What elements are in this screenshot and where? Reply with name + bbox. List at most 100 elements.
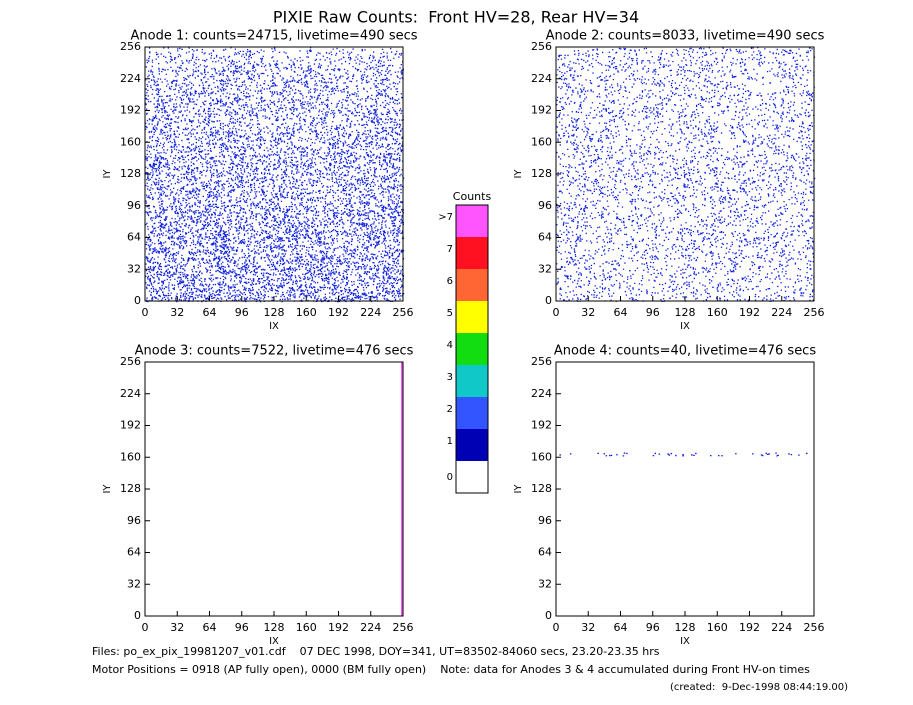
y-tick-label: 64 [538, 546, 552, 559]
y-tick-label: 192 [120, 419, 141, 432]
colorbar-title: Counts [453, 190, 492, 203]
colorbar-label: 2 [447, 404, 453, 415]
x-tick-label: 0 [553, 621, 560, 634]
x-tick-label: 160 [296, 621, 317, 634]
x-tick-label: 0 [142, 621, 149, 634]
colorbar-swatch [456, 301, 488, 333]
x-tick-label: 224 [771, 621, 792, 634]
count-texture [401, 362, 403, 616]
panel-title: Anode 3: counts=7522, livetime=476 secs [135, 344, 414, 359]
colorbar-swatch [456, 429, 488, 461]
x-axis-label: IX [269, 321, 279, 332]
colorbar-swatch [456, 397, 488, 429]
y-tick-label: 96 [127, 514, 141, 527]
y-axis-label: IY [102, 484, 113, 494]
x-tick-label: 224 [360, 621, 381, 634]
x-tick-label: 192 [739, 306, 760, 319]
x-axis-label: IX [269, 636, 279, 647]
y-tick-label: 224 [531, 387, 552, 400]
x-tick-label: 96 [235, 306, 249, 319]
x-tick-label: 64 [203, 306, 217, 319]
x-tick-label: 160 [296, 306, 317, 319]
colorbar-label: 7 [447, 244, 453, 255]
y-tick-label: 224 [120, 387, 141, 400]
x-tick-label: 160 [707, 621, 728, 634]
colorbar-swatch [456, 333, 488, 365]
colorbar-label: 1 [447, 436, 453, 447]
x-tick-label: 256 [393, 306, 414, 319]
count-texture [559, 452, 808, 457]
x-tick-label: 128 [264, 621, 285, 634]
colorbar-label: 6 [447, 276, 453, 287]
y-tick-label: 192 [531, 419, 552, 432]
x-axis-label: IX [680, 321, 690, 332]
page-title: PIXIE Raw Counts: Front HV=28, Rear HV=3… [273, 8, 639, 27]
x-tick-label: 128 [264, 306, 285, 319]
y-tick-label: 224 [531, 72, 552, 85]
x-tick-label: 192 [328, 621, 349, 634]
colorbar-label: >7 [438, 212, 453, 223]
colorbar-label: 3 [447, 372, 453, 383]
x-tick-label: 0 [553, 306, 560, 319]
count-texture [145, 47, 405, 303]
x-tick-label: 192 [739, 621, 760, 634]
colorbar-swatch [456, 365, 488, 397]
y-tick-label: 160 [120, 450, 141, 463]
y-tick-label: 160 [120, 135, 141, 148]
plot-frame [555, 361, 815, 617]
plot-frame [144, 361, 404, 617]
y-tick-label: 96 [538, 514, 552, 527]
colorbar-label: 0 [447, 472, 453, 483]
y-axis-label: IY [513, 169, 524, 179]
x-tick-label: 256 [804, 621, 825, 634]
x-tick-label: 96 [235, 621, 249, 634]
colorbar-label: 5 [447, 308, 453, 319]
y-tick-label: 256 [120, 40, 141, 53]
x-tick-label: 256 [393, 621, 414, 634]
x-tick-label: 224 [771, 306, 792, 319]
y-tick-label: 32 [127, 262, 141, 275]
x-tick-label: 32 [170, 306, 184, 319]
x-tick-label: 32 [170, 621, 184, 634]
y-tick-label: 96 [127, 199, 141, 212]
y-tick-label: 160 [531, 135, 552, 148]
x-tick-label: 96 [646, 621, 660, 634]
x-tick-label: 64 [614, 621, 628, 634]
y-tick-label: 128 [531, 482, 552, 495]
y-tick-label: 32 [538, 262, 552, 275]
panel-title: Anode 4: counts=40, livetime=476 secs [554, 344, 816, 359]
y-tick-label: 64 [127, 231, 141, 244]
y-tick-label: 160 [531, 450, 552, 463]
footer-line: Files: po_ex_pix_19981207_v01.cdf 07 DEC… [92, 645, 660, 658]
y-tick-label: 32 [538, 577, 552, 590]
y-tick-label: 256 [531, 355, 552, 368]
y-axis-label: IY [513, 484, 524, 494]
x-tick-label: 0 [142, 306, 149, 319]
y-tick-label: 0 [545, 609, 552, 622]
y-tick-label: 128 [120, 167, 141, 180]
y-tick-label: 192 [120, 104, 141, 117]
colorbar-frame [455, 204, 489, 494]
x-tick-label: 224 [360, 306, 381, 319]
y-tick-label: 32 [127, 577, 141, 590]
x-tick-label: 192 [328, 306, 349, 319]
panel-title: Anode 1: counts=24715, livetime=490 secs [130, 29, 417, 44]
x-axis-label: IX [680, 636, 690, 647]
y-tick-label: 64 [127, 546, 141, 559]
footer-line: Motor Positions = 0918 (AP fully open), … [92, 663, 810, 676]
y-tick-label: 128 [531, 167, 552, 180]
x-tick-label: 64 [614, 306, 628, 319]
x-tick-label: 128 [675, 306, 696, 319]
x-tick-label: 64 [203, 621, 217, 634]
y-tick-label: 64 [538, 231, 552, 244]
y-tick-label: 224 [120, 72, 141, 85]
x-tick-label: 32 [581, 306, 595, 319]
colorbar-swatch [456, 269, 488, 301]
x-tick-label: 256 [804, 306, 825, 319]
y-tick-label: 256 [120, 355, 141, 368]
count-texture [556, 47, 816, 302]
panel-title: Anode 2: counts=8033, livetime=490 secs [546, 29, 825, 44]
footer-line: (created: 9-Dec-1998 08:44:19.00) [670, 682, 848, 693]
y-tick-label: 192 [531, 104, 552, 117]
